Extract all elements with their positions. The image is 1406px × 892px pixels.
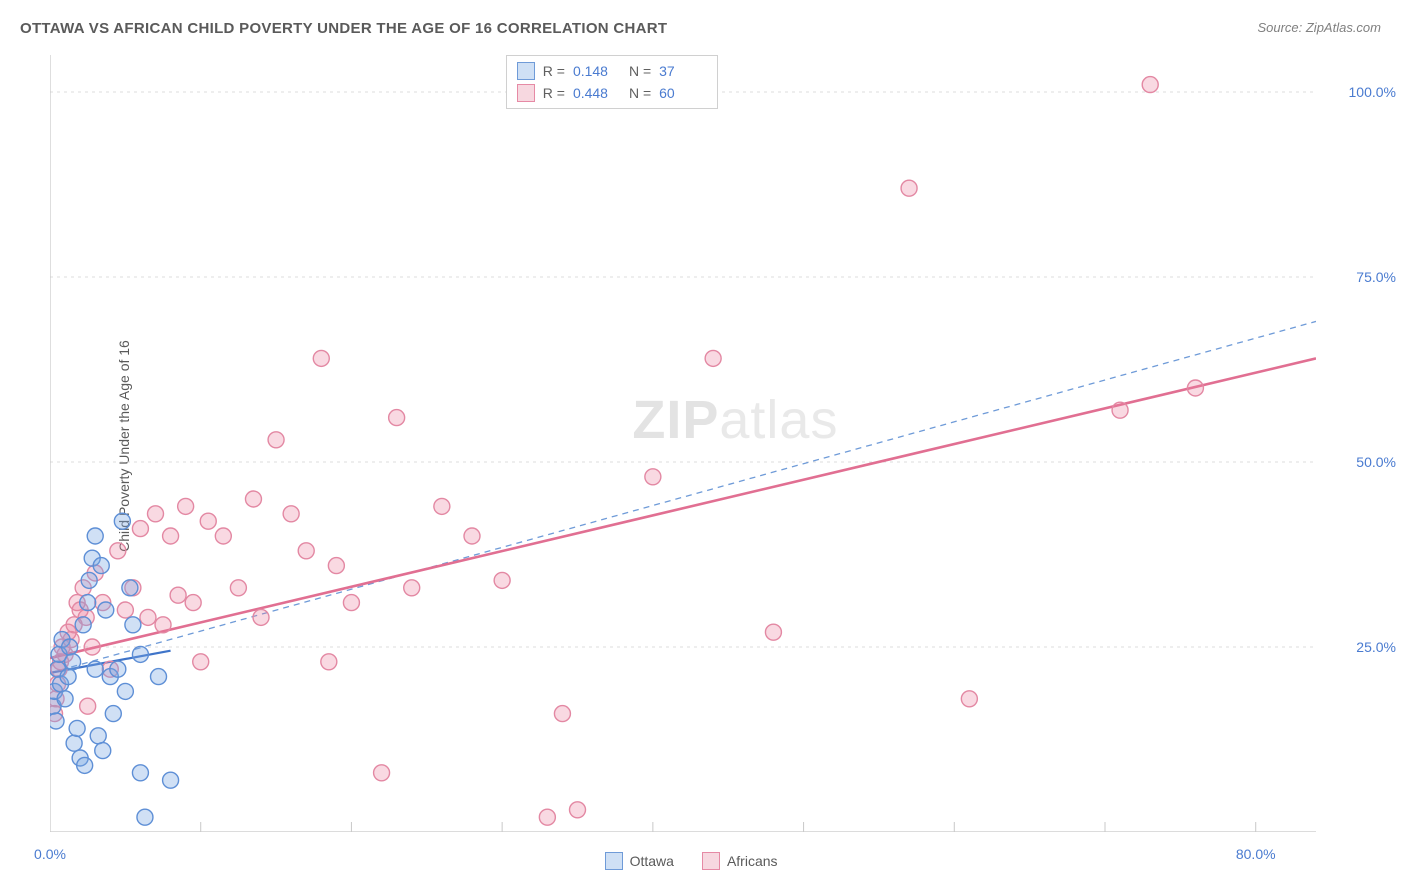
legend-series-box: Ottawa Africans bbox=[605, 852, 778, 870]
scatter-plot-svg bbox=[50, 55, 1316, 832]
y-tick-label: 100.0% bbox=[1349, 84, 1396, 100]
legend-item-ottawa: Ottawa bbox=[605, 852, 674, 870]
y-tick-label: 25.0% bbox=[1356, 639, 1396, 655]
legend-stats-row-africans: R = 0.448 N = 60 bbox=[517, 82, 707, 104]
legend-label-africans: Africans bbox=[727, 853, 778, 869]
r-value-africans: 0.448 bbox=[573, 82, 621, 104]
source-name: ZipAtlas.com bbox=[1306, 20, 1381, 35]
legend-stats-row-ottawa: R = 0.148 N = 37 bbox=[517, 60, 707, 82]
chart-title: OTTAWA VS AFRICAN CHILD POVERTY UNDER TH… bbox=[20, 20, 667, 37]
n-label: N = bbox=[629, 60, 651, 82]
legend-item-africans: Africans bbox=[702, 852, 778, 870]
n-label: N = bbox=[629, 82, 651, 104]
x-tick-label-start: 0.0% bbox=[34, 846, 66, 862]
y-tick-label: 75.0% bbox=[1356, 269, 1396, 285]
legend-label-ottawa: Ottawa bbox=[630, 853, 674, 869]
plot-area: ZIPatlas R = 0.148 N = 37 R = 0.448 N = … bbox=[50, 55, 1316, 832]
legend-swatch-ottawa bbox=[605, 852, 623, 870]
y-tick-label: 50.0% bbox=[1356, 454, 1396, 470]
x-tick-label-end: 80.0% bbox=[1236, 846, 1276, 862]
legend-swatch-africans bbox=[702, 852, 720, 870]
legend-swatch-africans bbox=[517, 84, 535, 102]
source-prefix: Source: bbox=[1257, 20, 1305, 35]
r-value-ottawa: 0.148 bbox=[573, 60, 621, 82]
legend-swatch-ottawa bbox=[517, 62, 535, 80]
n-value-africans: 60 bbox=[659, 82, 707, 104]
n-value-ottawa: 37 bbox=[659, 60, 707, 82]
r-label: R = bbox=[543, 60, 565, 82]
source-attribution: Source: ZipAtlas.com bbox=[1257, 20, 1381, 35]
legend-stats-box: R = 0.148 N = 37 R = 0.448 N = 60 bbox=[506, 55, 718, 109]
r-label: R = bbox=[543, 82, 565, 104]
